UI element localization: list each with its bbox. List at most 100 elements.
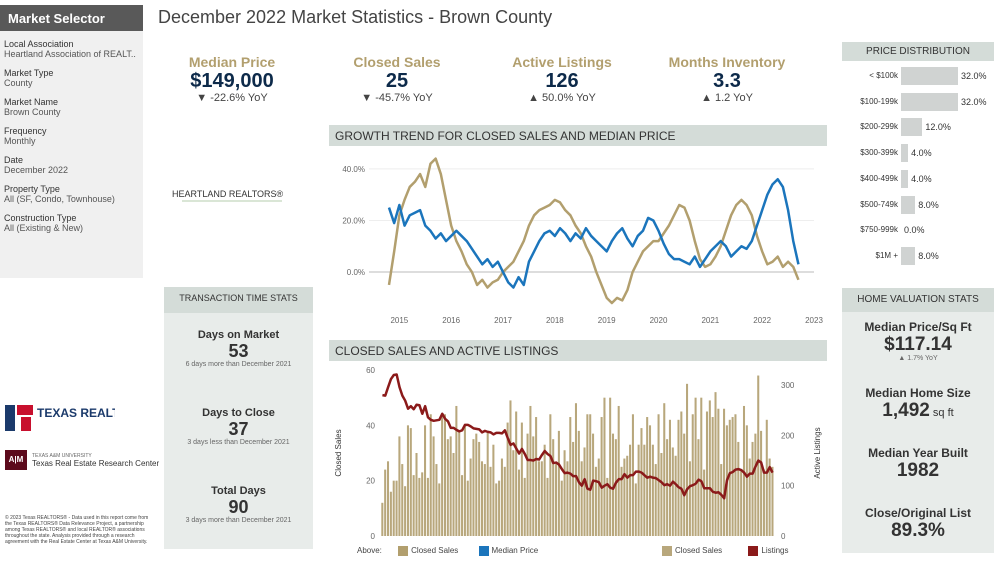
kpi-change: ▲ 1.2 YoY [701,92,753,104]
price-bucket-row: $100-199k 32.0% [842,92,994,111]
closed-sales-bar [589,414,592,536]
closed-sales-bar [614,439,617,536]
closed-sales-bar [441,414,444,536]
closed-sales-bar [426,477,429,536]
closed-sales-bar [626,455,629,536]
growth-x-tick-label: 2021 [701,316,719,325]
closed-sales-bar [597,458,600,536]
filter-item[interactable]: Market Name Brown County [0,97,143,118]
closed-sales-bar [629,444,632,536]
filter-item[interactable]: Frequency Monthly [0,126,143,147]
transaction-stat-label: Days on Market [197,329,280,341]
closed-sales-bar [517,469,521,536]
closed-sales-bar [637,444,640,536]
growth-chart-title: GROWTH TREND FOR CLOSED SALES AND MEDIAN… [329,125,827,146]
price-bucket-bar [901,144,909,163]
closed-sales-bar [703,469,706,536]
closed-sales-bar [666,439,669,536]
closed-sales-bar [674,455,677,536]
transaction-stat-comparison: 3 days more than December 2021 [185,517,292,524]
closed-sales-bar [406,425,409,536]
closed-sales-listings-chart: 0 20 40 60 0 100 200 300 Closed Sales Active List… [334,366,822,541]
legend-median-price: Median Price [478,546,538,556]
closed-sales-bar [651,444,654,536]
sales-y-axis-label: Closed Sales [334,429,343,476]
price-bucket-bar [901,118,923,137]
texas-realtors-logo-text: TEXAS REALTORS [37,406,115,420]
footer-disclaimer: © 2023 Texas REALTORS® - Data used in th… [5,515,149,545]
heartland-logo-graphic: HEARTLAND REALTORS® [172,189,284,202]
filter-item[interactable]: Construction Type All (Existing & New) [0,213,143,234]
kpi-label: Closed Sales [353,54,441,70]
transaction-stat-value: 90 [228,497,249,517]
filter-label: Market Type [4,68,54,78]
closed-sales-bar [677,419,680,536]
closed-sales-bar [404,486,407,536]
closed-sales-bar [529,405,532,536]
closed-sales-bar [728,419,731,536]
price-distribution-title: PRICE DISTRIBUTION [842,42,994,61]
closed-sales-bar [720,464,723,536]
closed-sales-bar [418,477,421,536]
closed-sales-bar [503,466,506,536]
closed-sales-bar [700,397,703,536]
closed-sales-bar [640,428,643,536]
closed-sales-bar [705,411,708,536]
transaction-stat-label: Total Days [211,485,266,497]
filter-value[interactable]: All (Existing & New) [4,223,84,233]
closed-sales-bar [449,436,452,536]
closed-sales-bar [489,466,492,536]
valuation-stat-label: Close/Original List [864,506,972,520]
filter-value[interactable]: Monthly [4,136,36,146]
closed-sales-bar [560,480,563,536]
filter-value[interactable]: Heartland Association of REALT.. [4,49,136,59]
closed-sales-bar [549,414,552,536]
filter-label: Construction Type [4,213,77,223]
closed-sales-bar [537,461,540,536]
price-bucket-label: $300-399k [860,148,898,158]
closed-sales-bar [381,502,384,536]
filter-item[interactable]: Date December 2022 [0,155,143,176]
closed-sales-bar [620,466,623,536]
filter-label: Local Association [4,39,74,49]
kpi-card: Active Listings 126 ▲ 50.0% YoY [487,54,637,104]
closed-sales-bar [515,411,518,536]
closed-sales-bar [714,392,717,536]
closed-sales-bar [478,441,481,536]
price-bucket-bar [901,246,916,265]
closed-sales-bar [606,477,609,536]
sales-y-tick-label: 40 [366,421,375,430]
heartland-realtors-logo: HEARTLAND REALTORS® [172,183,292,207]
valuation-stat: Close/Original List 89.3% [842,506,994,541]
tamu-mark: A|M [5,450,27,470]
filter-value[interactable]: All (SF, Condo, Townhouse) [4,194,115,204]
filter-value[interactable]: County [4,78,33,88]
price-bucket-bar [901,92,958,111]
transaction-stat: Total Days 90 3 days more than December … [164,485,313,524]
growth-y-tick-label: 20.0% [342,216,365,225]
closed-sales-bar [446,439,449,536]
kpi-label: Months Inventory [668,54,786,70]
filter-item[interactable]: Market Type County [0,68,143,89]
closed-sales-bar [438,483,441,536]
growth-y-tick-label: 40.0% [342,165,365,174]
closed-sales-bar [686,383,689,536]
filter-item[interactable]: Property Type All (SF, Condo, Townhouse) [0,184,143,205]
kpi-label: Active Listings [512,54,612,70]
tamu-center-text: Texas Real Estate Research Center [32,458,160,468]
filter-item[interactable]: Local Association Heartland Association … [0,39,143,60]
closed-sales-bar [475,433,478,536]
closed-sales-bar [734,414,737,536]
valuation-stat-value: 89.3% [891,520,945,541]
valuation-stat-value: 1982 [896,460,940,481]
filter-value[interactable]: December 2022 [4,165,69,175]
filter-value[interactable]: Brown County [4,107,61,117]
sales-y-tick-label: 0 [371,532,376,541]
closed-sales-bar [654,464,657,536]
price-bucket-pct: 32.0% [961,71,987,81]
legend-above: Above: Closed Sales Median Price [357,546,538,556]
texas-realtors-logo-graphic: TEXAS REALTORS [5,405,145,431]
closed-sales-bar [751,441,754,536]
closed-sales-bar [543,444,546,536]
price-bucket-row: $400-499k 4.0% [842,169,994,188]
